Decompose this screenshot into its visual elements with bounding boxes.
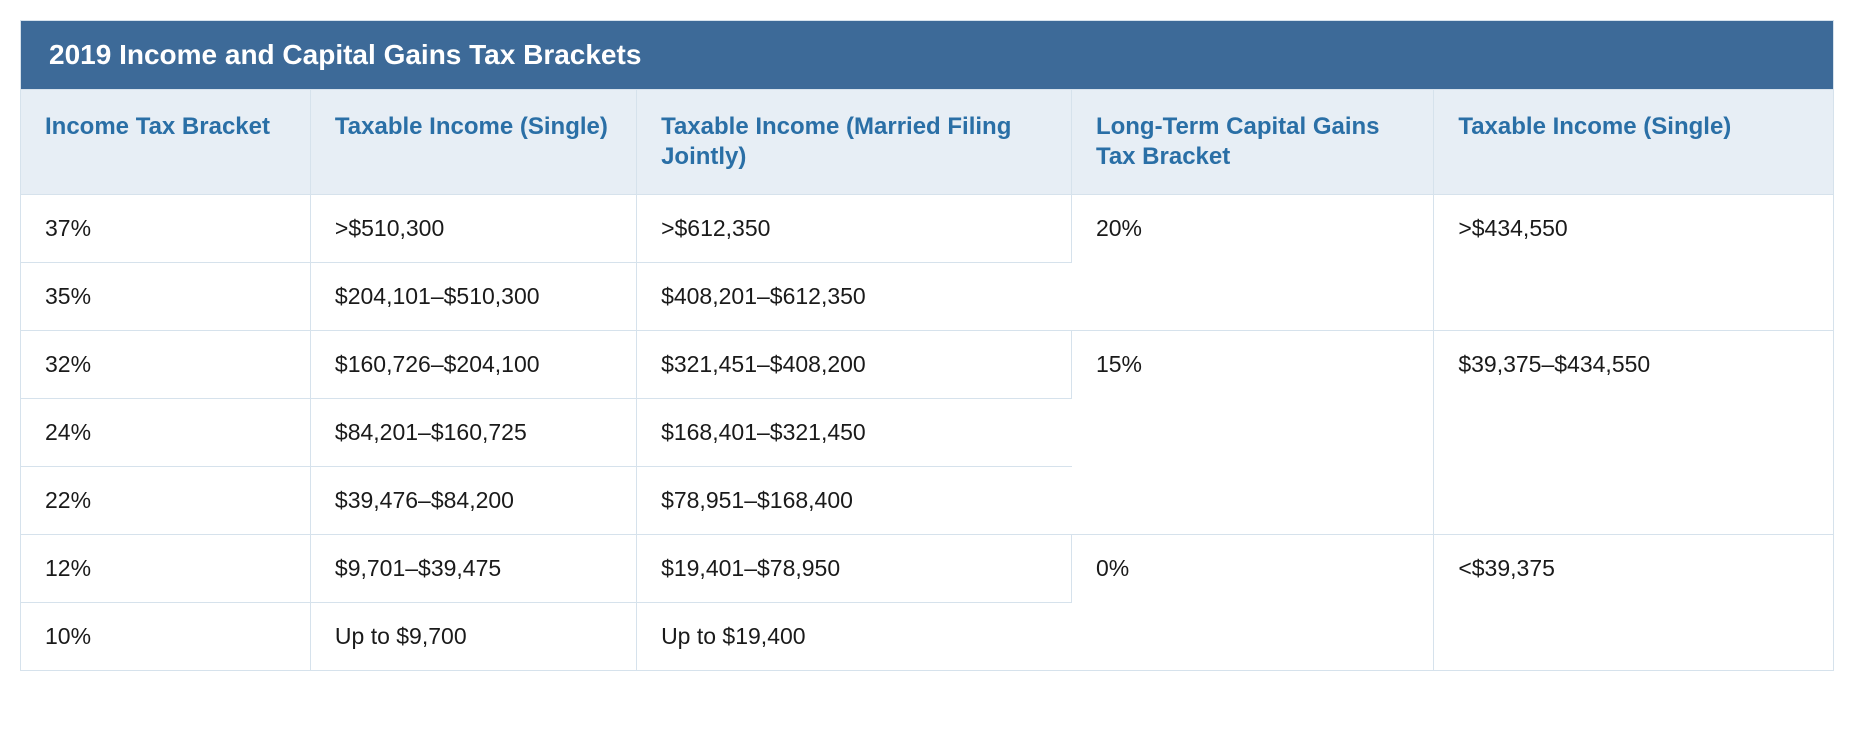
cell-taxable-single: $204,101–$510,300 <box>311 262 637 330</box>
cell-income-bracket: 32% <box>21 330 311 398</box>
cell-income-bracket: 10% <box>21 602 311 670</box>
cell-ltcg-bracket: 20% <box>1072 194 1434 330</box>
cell-taxable-single: $39,476–$84,200 <box>311 466 637 534</box>
cell-income-bracket: 24% <box>21 398 311 466</box>
cell-income-bracket: 12% <box>21 534 311 602</box>
cell-ltcg-single: $39,375–$434,550 <box>1434 330 1833 534</box>
cell-income-bracket: 35% <box>21 262 311 330</box>
cell-ltcg-single: <$39,375 <box>1434 534 1833 670</box>
cell-taxable-married: Up to $19,400 <box>637 602 1072 670</box>
tax-brackets-table: 2019 Income and Capital Gains Tax Bracke… <box>20 20 1834 671</box>
cell-taxable-single: Up to $9,700 <box>311 602 637 670</box>
table-row: 32% $160,726–$204,100 $321,451–$408,200 … <box>21 330 1833 398</box>
cell-ltcg-single: >$434,550 <box>1434 194 1833 330</box>
cell-taxable-married: $321,451–$408,200 <box>637 330 1072 398</box>
cell-taxable-married: $78,951–$168,400 <box>637 466 1072 534</box>
cell-taxable-single: >$510,300 <box>311 194 637 262</box>
table-row: 12% $9,701–$39,475 $19,401–$78,950 0% <$… <box>21 534 1833 602</box>
col-header-ltcg-bracket: Long-Term Capital Gains Tax Bracket <box>1072 89 1434 194</box>
cell-taxable-single: $9,701–$39,475 <box>311 534 637 602</box>
col-header-income-bracket: Income Tax Bracket <box>21 89 311 194</box>
cell-income-bracket: 37% <box>21 194 311 262</box>
table-row: 37% >$510,300 >$612,350 20% >$434,550 <box>21 194 1833 262</box>
table-header-row: Income Tax Bracket Taxable Income (Singl… <box>21 89 1833 194</box>
cell-taxable-married: $168,401–$321,450 <box>637 398 1072 466</box>
cell-taxable-married: $408,201–$612,350 <box>637 262 1072 330</box>
cell-taxable-married: $19,401–$78,950 <box>637 534 1072 602</box>
cell-taxable-married: >$612,350 <box>637 194 1072 262</box>
cell-taxable-single: $84,201–$160,725 <box>311 398 637 466</box>
cell-ltcg-bracket: 0% <box>1072 534 1434 670</box>
table-title: 2019 Income and Capital Gains Tax Bracke… <box>21 21 1833 89</box>
col-header-taxable-single: Taxable Income (Single) <box>311 89 637 194</box>
col-header-ltcg-single: Taxable Income (Single) <box>1434 89 1833 194</box>
cell-income-bracket: 22% <box>21 466 311 534</box>
cell-taxable-single: $160,726–$204,100 <box>311 330 637 398</box>
table-title-row: 2019 Income and Capital Gains Tax Bracke… <box>21 21 1833 89</box>
cell-ltcg-bracket: 15% <box>1072 330 1434 534</box>
col-header-taxable-married: Taxable Income (Married Filing Jointly) <box>637 89 1072 194</box>
